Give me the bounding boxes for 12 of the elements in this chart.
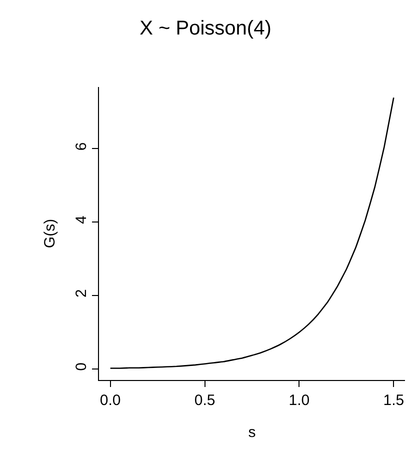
y-tick-label: 2: [73, 289, 90, 298]
chart-title: X ~ Poisson(4): [140, 18, 272, 40]
y-tick-label: 0: [73, 362, 90, 371]
line-series: [110, 97, 394, 369]
y-axis-title: G(s): [41, 218, 58, 248]
x-tick-label: 0.5: [194, 392, 216, 409]
x-axis-title: s: [248, 424, 256, 441]
x-tick-label: 0.0: [100, 392, 121, 409]
x-tick-label: 1.0: [288, 392, 310, 409]
y-tick-label: 4: [73, 216, 90, 224]
x-tick-label: 1.5: [383, 392, 404, 409]
y-tick-label: 6: [73, 142, 90, 151]
